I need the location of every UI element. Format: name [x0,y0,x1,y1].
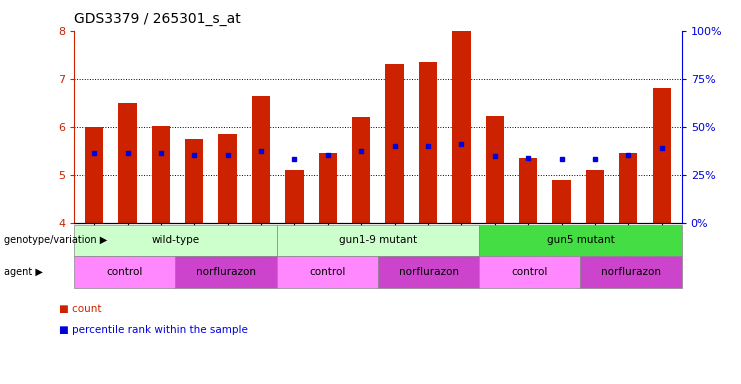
Text: gun5 mutant: gun5 mutant [547,235,614,245]
Bar [419,62,437,223]
Bar [485,116,504,223]
Bar [352,117,370,223]
Text: genotype/variation ▶: genotype/variation ▶ [4,235,107,245]
Bar [519,158,537,223]
Text: ■ count: ■ count [59,304,102,314]
Bar [653,88,671,223]
Text: wild-type: wild-type [151,235,199,245]
Bar [385,65,404,223]
Bar [452,31,471,223]
Bar [219,134,237,223]
Text: norflurazon: norflurazon [399,267,459,277]
Bar [152,126,170,223]
Text: control: control [107,267,143,277]
Text: control: control [511,267,548,277]
Text: norflurazon: norflurazon [601,267,661,277]
Bar [252,96,270,223]
Text: gun1-9 mutant: gun1-9 mutant [339,235,417,245]
Text: ■ percentile rank within the sample: ■ percentile rank within the sample [59,325,248,335]
Text: control: control [309,267,345,277]
Bar [119,103,136,223]
Text: GDS3379 / 265301_s_at: GDS3379 / 265301_s_at [74,12,241,26]
Bar [185,139,204,223]
Bar [85,127,103,223]
Bar [619,153,637,223]
Bar [285,170,304,223]
Text: agent ▶: agent ▶ [4,267,42,277]
Bar [319,153,337,223]
Bar [585,170,604,223]
Bar [552,180,571,223]
Text: norflurazon: norflurazon [196,267,256,277]
